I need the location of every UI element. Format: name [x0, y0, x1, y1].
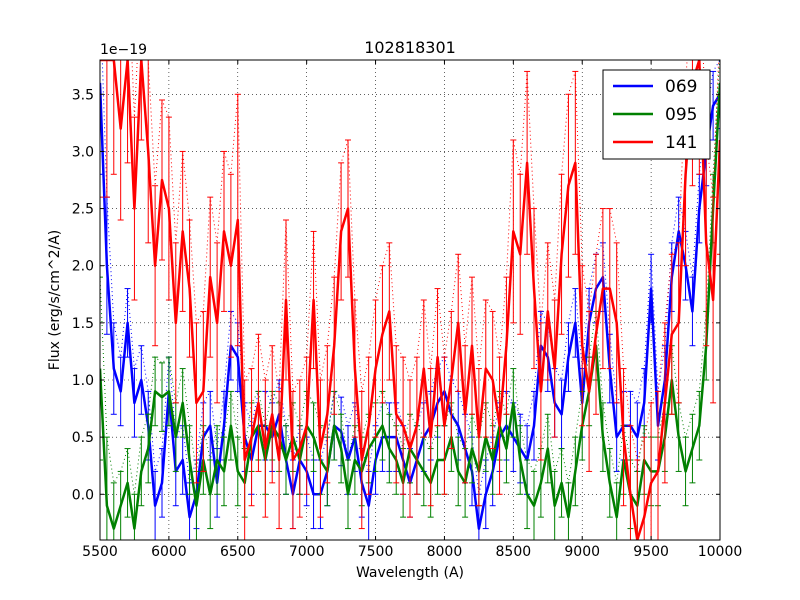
x-tick-label: 8500: [496, 544, 532, 560]
x-tick-label: 6000: [151, 544, 187, 560]
y-tick-label: 3.5: [72, 87, 94, 103]
x-tick-label: 7500: [358, 544, 394, 560]
y-offset-text: 1e−19: [100, 42, 147, 58]
y-tick-label: 3.0: [72, 144, 94, 160]
series-141: [100, 60, 720, 540]
x-tick-label: 6500: [220, 544, 256, 560]
y-tick-label: 1.0: [72, 373, 94, 389]
legend: 069 095 141: [602, 69, 711, 160]
y-tick-label: 0.5: [72, 430, 94, 446]
x-tick-label: 8000: [427, 544, 463, 560]
series-layer: [100, 60, 720, 540]
series-line: [100, 60, 720, 540]
y-axis-ticks: 0.0 0.5 1.0 1.5 2.0 2.5 3.0 3.5: [72, 87, 720, 503]
y-axis-label: Flux (erg/s/cm^2/A): [47, 230, 63, 370]
plot-frame: [99, 59, 721, 541]
chart-title: 102818301: [364, 38, 456, 57]
y-tick-label: 1.5: [72, 316, 94, 332]
x-tick-label: 9500: [633, 544, 669, 560]
legend-label-069: 069: [665, 77, 697, 97]
y-tick-label: 2.0: [72, 259, 94, 275]
x-axis-ticks: 5500 6000 6500 7000 7500 8000 8500 9000 9500 1000…: [82, 60, 742, 560]
legend-label-095: 095: [665, 105, 697, 125]
x-tick-label: 10000: [698, 544, 743, 560]
x-tick-label: 5500: [82, 544, 118, 560]
x-tick-label: 7000: [289, 544, 325, 560]
y-tick-label: 0.0: [72, 487, 94, 503]
legend-label-141: 141: [665, 133, 697, 153]
y-tick-label: 2.5: [72, 202, 94, 218]
x-axis-label: Wavelength (A): [356, 565, 464, 581]
x-tick-label: 9000: [564, 544, 600, 560]
